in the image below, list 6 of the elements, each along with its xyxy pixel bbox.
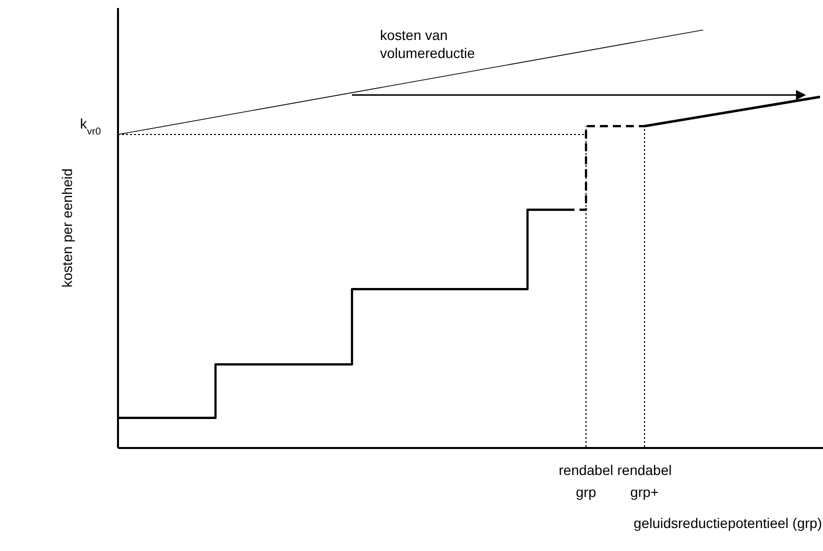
annotation: kosten van volumereductie (380, 27, 476, 61)
x-axis-title: geluidsreductiepotentieel (grp) (634, 515, 822, 531)
text: rendabel grp (558, 462, 614, 500)
ref-line-label: k$_{vr0}$ (80, 116, 102, 137)
y-axis-title: kosten per eenheid (59, 168, 75, 288)
text: rendabel grp+ (617, 462, 672, 500)
